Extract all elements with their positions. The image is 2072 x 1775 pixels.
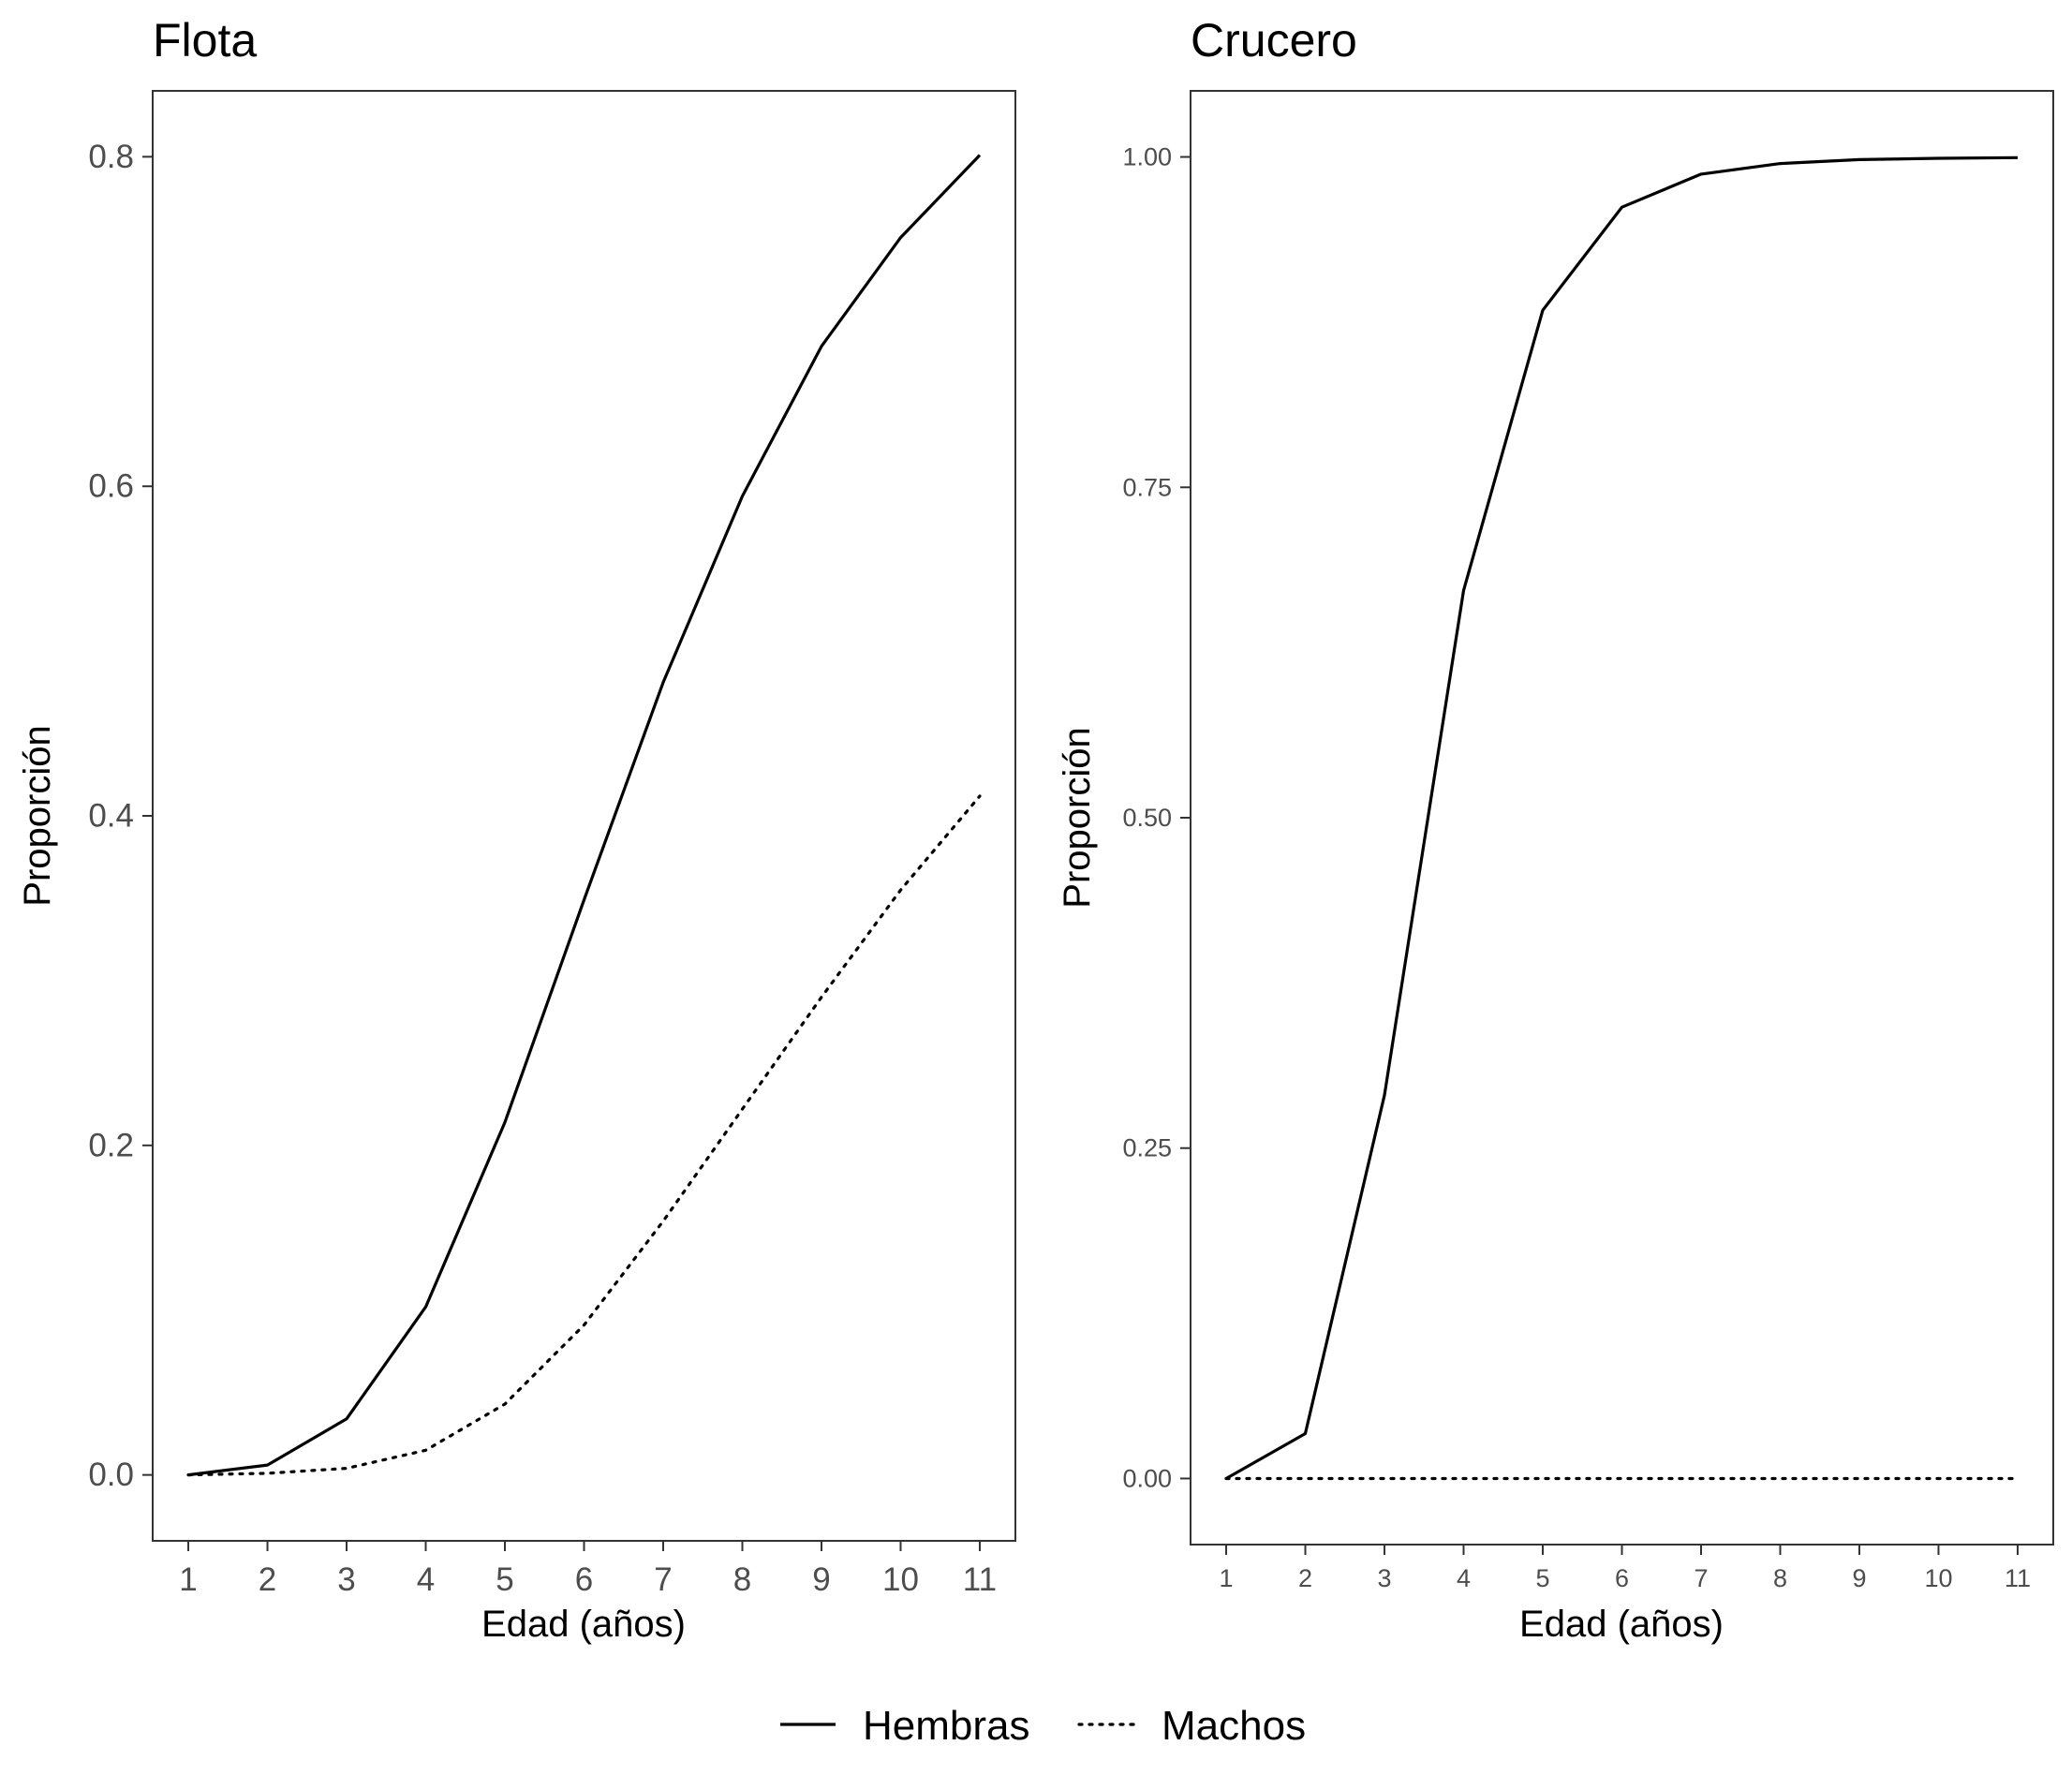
x-axis-flota: 1 2 3 4 5 6 7 8 9 10 11 bbox=[179, 1541, 997, 1598]
x-tick-label: 3 bbox=[1377, 1564, 1391, 1592]
y-tick-label: 0.00 bbox=[1122, 1464, 1172, 1492]
y-axis-title-crucero: Proporción bbox=[1057, 727, 1098, 908]
x-tick-label: 1 bbox=[1220, 1564, 1234, 1592]
x-tick-label: 8 bbox=[733, 1561, 751, 1598]
x-tick-label: 10 bbox=[1924, 1564, 1952, 1592]
y-tick-label: 1.00 bbox=[1122, 143, 1172, 171]
series-layer-flota bbox=[186, 154, 982, 1477]
x-tick-label: 6 bbox=[575, 1561, 593, 1598]
x-axis-crucero: 1 2 3 4 5 6 7 8 9 10 11 bbox=[1220, 1545, 2031, 1592]
x-tick-label: 11 bbox=[2005, 1564, 2031, 1592]
y-axis-flota: 0.0 0.2 0.4 0.6 0.8 bbox=[88, 139, 153, 1493]
x-tick-label: 7 bbox=[1694, 1564, 1708, 1592]
y-tick-label: 0.50 bbox=[1122, 804, 1172, 832]
series-line-crucero-hembras bbox=[1225, 155, 2019, 1480]
x-tick-label: 9 bbox=[1852, 1564, 1866, 1592]
x-tick-label: 3 bbox=[337, 1561, 355, 1598]
x-axis-title-flota: Edad (años) bbox=[481, 1604, 686, 1645]
y-tick-label: 0.6 bbox=[88, 468, 134, 505]
x-tick-label: 5 bbox=[496, 1561, 513, 1598]
x-tick-label: 6 bbox=[1615, 1564, 1629, 1592]
x-tick-label: 1 bbox=[179, 1561, 197, 1598]
y-tick-label: 0.0 bbox=[88, 1457, 134, 1493]
y-tick-label: 0.25 bbox=[1122, 1134, 1172, 1162]
x-axis-title-crucero: Edad (años) bbox=[1519, 1604, 1724, 1645]
x-tick-label: 2 bbox=[1298, 1564, 1312, 1592]
x-tick-label: 7 bbox=[654, 1561, 672, 1598]
y-tick-label: 0.4 bbox=[88, 798, 134, 835]
x-tick-label: 2 bbox=[259, 1561, 276, 1598]
series-line-flota-hembras bbox=[187, 154, 982, 1477]
y-tick-label: 0.8 bbox=[88, 139, 134, 175]
x-tick-label: 9 bbox=[812, 1561, 830, 1598]
legend-label-machos: Machos bbox=[1162, 1703, 1306, 1749]
y-tick-label: 0.2 bbox=[88, 1127, 134, 1163]
x-tick-label: 4 bbox=[417, 1561, 435, 1598]
legend: Hembras Machos bbox=[780, 1703, 1306, 1749]
panel-title-crucero: Crucero bbox=[1191, 14, 1357, 67]
x-tick-label: 10 bbox=[882, 1561, 919, 1598]
series-line-flota-machos bbox=[186, 794, 982, 1477]
x-tick-label: 4 bbox=[1457, 1564, 1471, 1592]
series-layer-crucero bbox=[1224, 155, 2020, 1481]
panel-title-flota: Flota bbox=[153, 14, 257, 67]
panel-crucero: Crucero 0.00 0.25 0.50 0.75 1.00 1 2 3 4 5 6 7 8 9 10… bbox=[1057, 14, 2054, 1645]
x-tick-label: 11 bbox=[963, 1561, 997, 1598]
y-axis-crucero: 0.00 0.25 0.50 0.75 1.00 bbox=[1122, 143, 1191, 1492]
x-tick-label: 5 bbox=[1535, 1564, 1549, 1592]
x-tick-label: 8 bbox=[1773, 1564, 1787, 1592]
panel-flota: Flota 0.0 0.2 0.4 0.6 0.8 1 2 3 4 5 6 7 8 9 10 11 Edad… bbox=[17, 14, 1016, 1645]
y-axis-title-flota: Proporción bbox=[17, 725, 58, 906]
y-tick-label: 0.75 bbox=[1122, 473, 1172, 501]
plot-frame-crucero bbox=[1190, 90, 2054, 1546]
legend-label-hembras: Hembras bbox=[863, 1703, 1030, 1749]
